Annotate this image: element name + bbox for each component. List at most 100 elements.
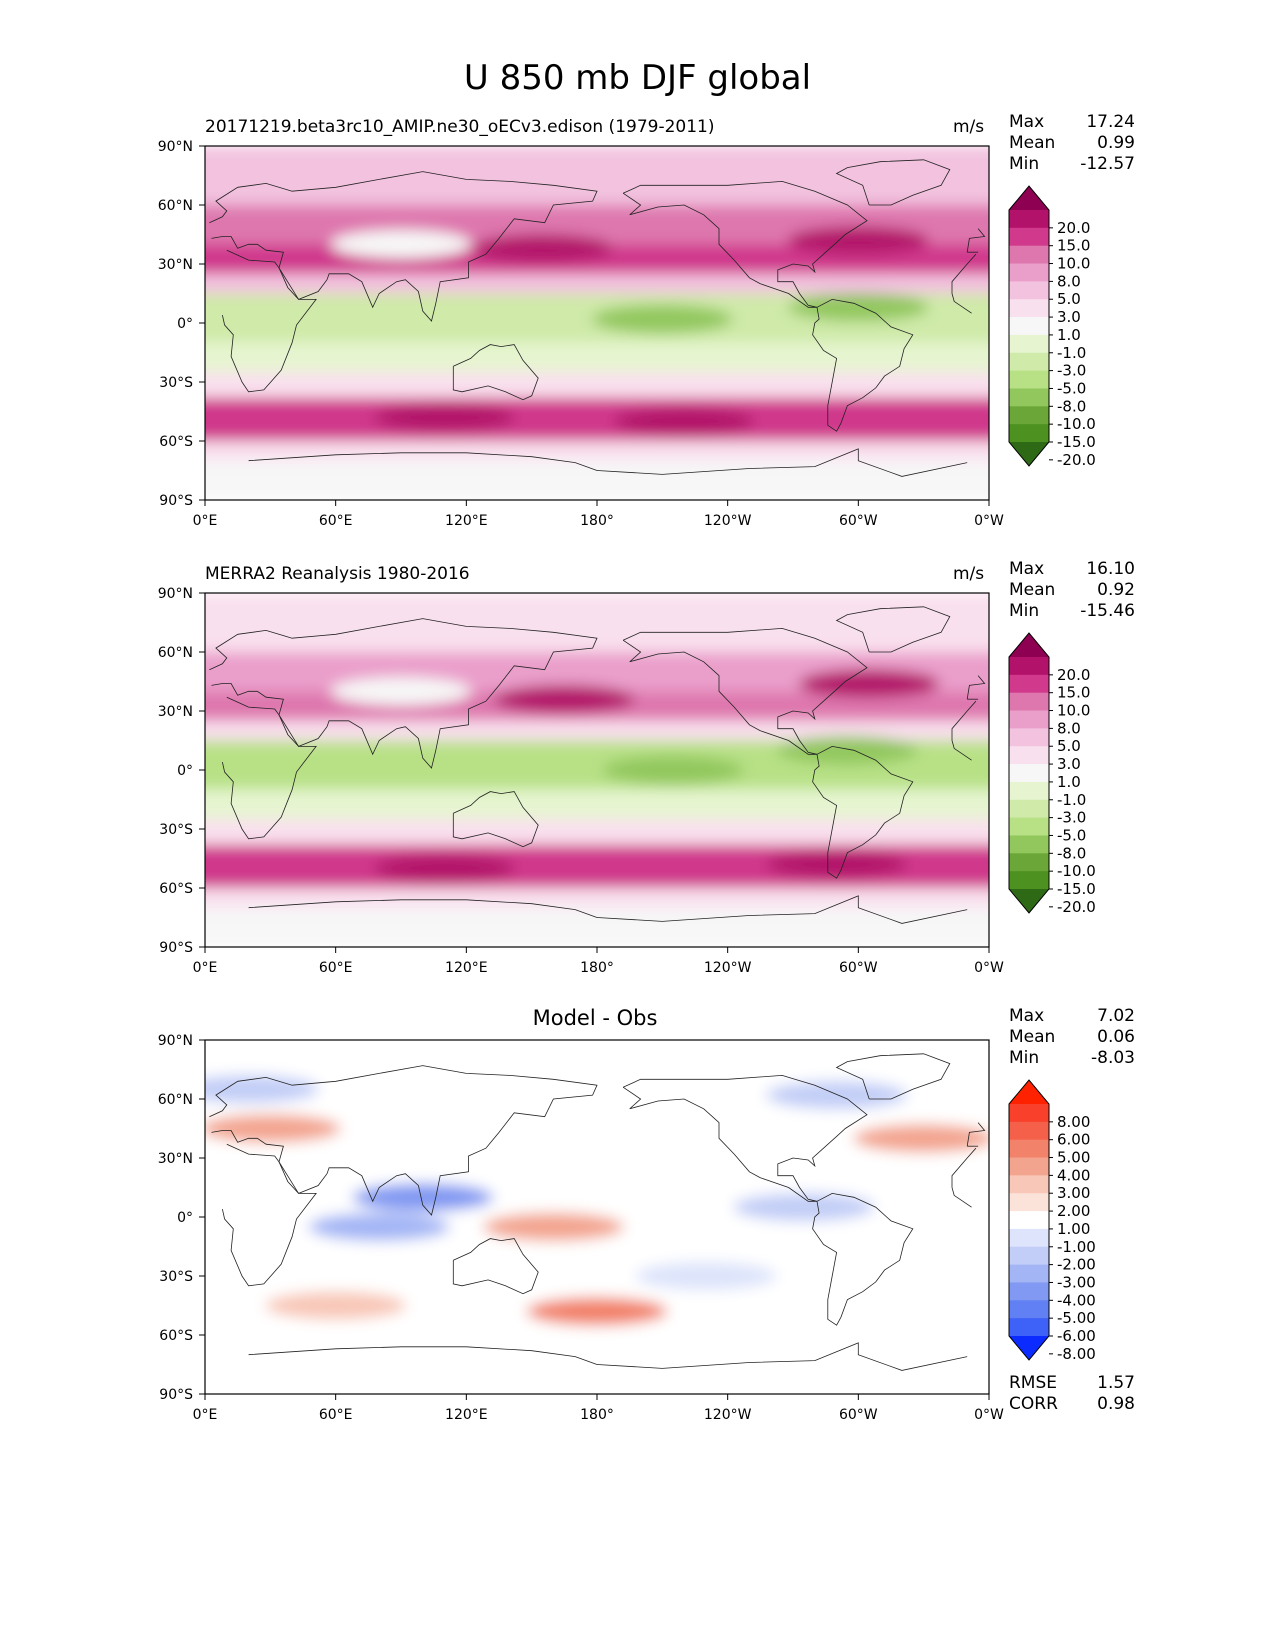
x-tick-label: 120°E [445,960,488,976]
x-tick-label: 60°W [839,960,878,976]
field-feature [330,230,472,259]
stat-max: Max 16.10 [1009,559,1135,579]
x-tick-label: 60°W [839,513,878,529]
coastline [951,1147,977,1188]
field-feature [635,1261,777,1291]
colorbar-segment [1009,835,1049,854]
stat-max: Max 7.02 [1009,1006,1135,1026]
colorbar-segment [1009,245,1049,265]
field-feature [765,850,908,879]
field [205,593,989,947]
coastline [452,1238,539,1295]
colorbar-segment [1009,1282,1049,1301]
stat-rmse: RMSE 1.57 [1009,1373,1135,1393]
colorbar-label: -10.0 [1057,862,1096,880]
panel-3-title: Model - Obs [532,1006,658,1030]
coastline [812,745,914,879]
panel-1-units: m/s [953,117,985,137]
colorbar-segment [1009,388,1049,407]
y-tick-label: 90°N [158,139,193,155]
y-tick-label: 90°N [158,1033,193,1049]
colorbar-label: -15.0 [1057,880,1096,898]
x-tick-label: 120°W [704,960,752,976]
colorbar-label: -20.0 [1057,451,1096,469]
panel-3-extra-stats: RMSE 1.57 CORR 0.98 [1009,1373,1135,1415]
coastline [835,159,951,206]
colorbar-label: 4.00 [1057,1166,1090,1184]
coastline [812,298,914,432]
coastline [966,1122,986,1147]
coastline [248,1346,598,1365]
colorbar-label: 15.0 [1057,684,1090,702]
lat-band [205,593,989,652]
colorbar-segment [1009,799,1049,819]
colorbar-segment [1009,424,1049,443]
lat-band [205,819,989,845]
colorbar-extend-bottom [1009,1336,1049,1360]
colorbar-label: 2.00 [1057,1202,1090,1220]
colorbar-extend-top [1009,186,1049,210]
colorbar-label: 1.00 [1057,1220,1090,1238]
field-feature [373,854,516,883]
coastline [622,627,868,755]
coastline [596,895,968,924]
colorbar-label: 10.0 [1057,255,1090,273]
field-feature [776,736,919,765]
colorbar-segment [1009,406,1049,425]
y-tick-label: 30°N [158,704,193,720]
x-tick-label: 0°E [193,513,218,529]
field-feature [765,1080,908,1110]
colorbar-label: -1.0 [1057,791,1086,809]
lat-band [205,888,989,908]
coastline [452,791,539,848]
colorbar-label: -8.0 [1057,844,1086,862]
colorbar-label: 8.0 [1057,272,1081,290]
field-feature [373,403,516,432]
colorbar-obs: 20.015.010.08.05.03.01.0-1.0-3.0-5.0-8.0… [1008,632,1096,916]
coastline [209,1065,598,1216]
map-panel-diff: 0°E 60°E 120°E 180° 120°W 60°W 0°W 90°N 60°N 30°N… [158,1033,1004,1423]
y-tick-label: 30°S [159,375,193,391]
x-tick-label: 120°E [445,1407,488,1423]
colorbar-label: 3.0 [1057,755,1081,773]
colorbar-label: 15.0 [1057,237,1090,255]
colorbar-label: -6.00 [1057,1327,1096,1345]
colorbar-segment [1009,781,1049,801]
colorbar-label: 5.0 [1057,737,1081,755]
colorbar-label: 5.0 [1057,290,1081,308]
x-tick-label: 0°E [193,1407,218,1423]
colorbar-label: -1.00 [1057,1238,1096,1256]
y-tick-label: 60°N [158,645,193,661]
x-tick-label: 0°E [193,960,218,976]
colorbar-label: -8.0 [1057,397,1086,415]
x-tick-label: 180° [580,1407,614,1423]
colorbar-segment [1009,710,1049,729]
colorbar-label: 1.0 [1057,773,1081,791]
lat-band [205,720,989,741]
coastline [966,675,986,700]
colorbar-segment [1009,817,1049,836]
colorbar-segment [1009,871,1049,890]
colorbar-label: -5.0 [1057,826,1086,844]
colorbar-label: -20.0 [1057,898,1096,916]
colorbar-segment [1009,1300,1049,1319]
field-feature [352,1183,494,1212]
stat-mean: Mean 0.99 [1009,133,1135,153]
stat-min: Min -15.46 [1009,601,1135,621]
field-feature [591,304,733,334]
panel-2-stats: Max 16.10 Mean 0.92 Min -15.46 [1009,559,1135,622]
map-panel-obs: 0°E 60°E 120°E 180° 120°W 60°W 0°W 90°N 60°N 30°N… [158,586,1004,976]
x-tick-label: 0°W [974,960,1004,976]
x-tick-label: 180° [580,960,614,976]
field-feature [787,226,929,255]
colorbar-label: 20.0 [1057,666,1090,684]
coastline [596,448,968,477]
lat-band [205,441,989,461]
field-feature [613,407,755,436]
coastlines [209,1053,986,1371]
stat-min: Min -12.57 [1009,154,1135,174]
panel-2-title: MERRA2 Reanalysis 1980-2016 [205,564,470,584]
coastline [835,1053,951,1100]
lat-band [205,460,989,500]
colorbar-segment [1009,1246,1049,1266]
